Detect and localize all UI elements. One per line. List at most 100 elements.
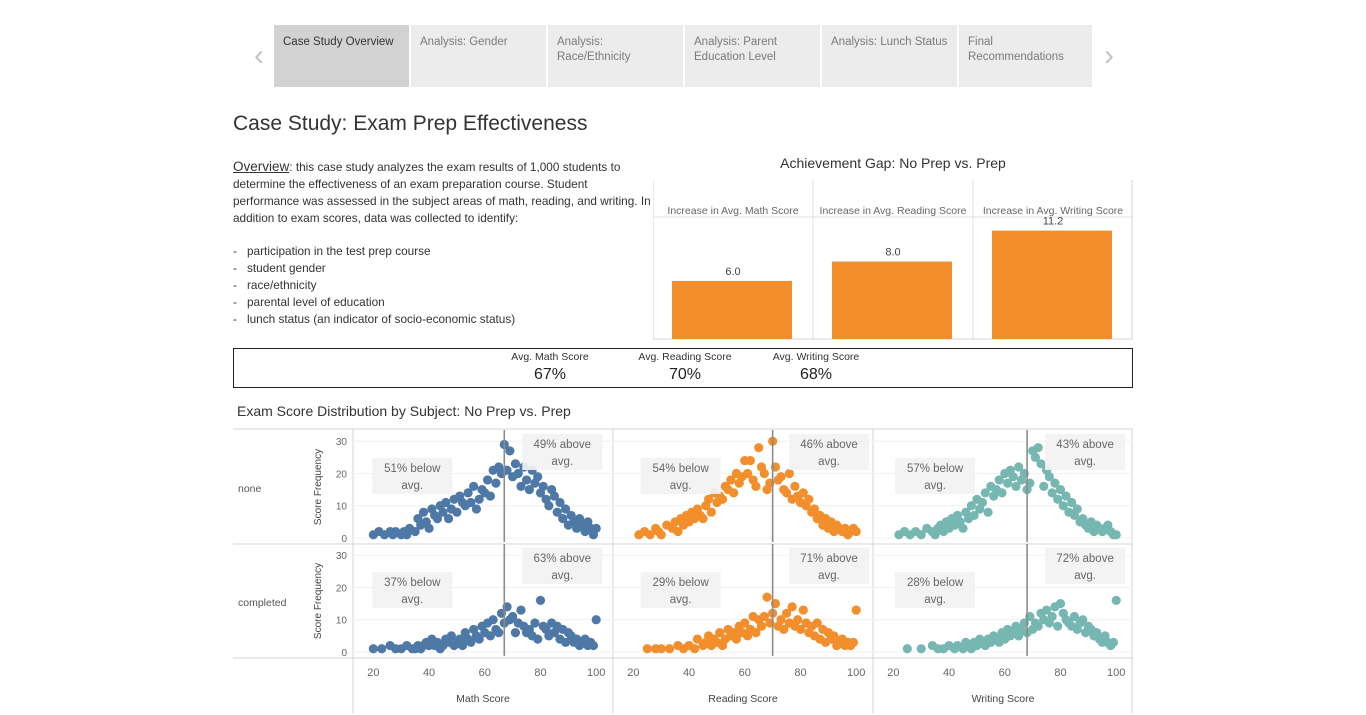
dist-data-point [673,526,683,537]
dist-data-point [703,494,714,504]
kpi-writing-label: Avg. Writing Score [772,351,860,363]
dist-y-axis-title: Score Frequency [313,449,324,525]
dist-data-point [793,615,803,625]
dist-data-point [530,618,540,628]
achievement-gap-bar-chart: Increase in Avg. Math Score 6.0 Increase i… [653,180,1133,340]
dist-data-point [505,446,515,456]
dist-data-point [726,475,736,485]
gap-chart-bar [832,261,952,339]
dist-data-point [1111,530,1121,540]
dist-data-point [410,526,420,537]
dist-data-point [1111,595,1121,605]
dist-above-avg-annotation: 63% above [534,553,592,565]
dist-data-point [457,640,468,651]
dist-above-avg-annotation: avg. [551,570,573,582]
overview-bullet: lunch status (an indicator of socio-econ… [233,311,653,328]
dist-data-point [664,644,675,654]
dist-x-tick-label: 40 [423,667,435,679]
dist-above-avg-annotation-box [789,548,869,584]
kpi-summary-box: Avg. Math Score 67% Avg. Reading Score 7… [233,348,1133,388]
dist-y-tick-label: 30 [336,437,348,448]
tab-case-study-overview[interactable]: Case Study Overview [274,25,409,87]
dist-x-tick-label: 60 [479,667,491,679]
overview-description: : this case study analyzes the exam resu… [233,160,651,225]
tab-final-recommendations[interactable]: Final Recommendations [959,25,1092,87]
chevron-left-icon: ‹ [254,39,264,72]
dist-data-point [533,472,543,482]
dist-panel-reading-none [634,436,861,540]
dist-data-point [756,621,767,631]
tab-analysis-gender[interactable]: Analysis: Gender [411,25,546,87]
dist-data-point [491,478,501,488]
dist-data-point [1069,611,1080,622]
dist-data-point [1055,485,1066,495]
dist-data-point [588,640,599,651]
dist-y-tick-label: 30 [336,551,348,562]
dist-data-point [829,631,839,641]
dist-data-point [916,644,926,654]
gap-chart-bar [672,280,792,339]
gap-chart-category-label: Increase in Avg. Math Score [667,205,798,217]
dist-x-axis-title: Math Score [456,693,510,705]
dist-data-point [1002,478,1013,488]
dist-data-point [1053,494,1063,504]
gap-chart-category-label: Increase in Avg. Writing Score [983,205,1123,217]
dist-above-avg-annotation-box [789,434,869,470]
dist-panel-math-none [368,439,601,540]
dist-data-point [508,611,518,622]
dist-data-point [471,504,482,514]
dist-below-avg-annotation-box [895,458,976,494]
dist-above-avg-annotation-box [1045,548,1126,584]
kpi-math-value: 67% [533,366,567,383]
dist-data-point [1044,472,1054,482]
dist-below-avg-annotation-box [640,572,721,608]
dist-below-avg-annotation-box [640,458,721,494]
kpi-math: Avg. Math Score 67% [505,351,595,384]
dist-data-point [994,475,1004,485]
dist-data-point [1055,599,1066,609]
dist-data-point [494,628,504,638]
dist-data-point [560,637,571,647]
dist-data-point [980,488,990,498]
dist-data-point [510,628,521,638]
dist-below-avg-annotation: avg. [401,594,423,606]
previous-story-point-button[interactable]: ‹ [245,25,273,87]
dist-data-point [779,624,789,635]
dist-data-point [466,637,476,647]
dist-data-point [740,618,750,628]
dist-data-point [552,507,562,517]
dist-data-point [474,634,484,644]
overview-bullet: race/ethnicity [233,277,653,294]
dist-data-point [958,523,968,533]
dist-data-point [645,530,655,540]
dist-data-point [656,530,666,540]
dist-below-avg-annotation: avg. [401,480,423,492]
dist-data-point [729,488,739,498]
next-story-point-button[interactable]: › [1095,25,1123,87]
tab-analysis-race-ethnicity[interactable]: Analysis: Race/Ethnicity [548,25,683,87]
dist-data-point [759,611,769,622]
dist-panel-writing-completed [902,595,1121,654]
dist-data-point [754,443,764,453]
dist-data-point [418,507,429,517]
dist-above-avg-annotation: 72% above [1056,553,1114,565]
dist-data-point [916,530,926,540]
dist-x-tick-label: 80 [534,667,546,679]
dist-data-point [776,615,786,625]
dist-data-point [1033,621,1043,631]
dist-x-tick-label: 100 [587,667,605,679]
dist-data-point [795,624,806,635]
tab-analysis-lunch-status[interactable]: Analysis: Lunch Status [822,25,957,87]
dist-data-point [482,475,493,485]
dist-y-tick-label: 0 [341,534,347,545]
dist-data-point [1061,491,1071,501]
achievement-gap-chart-title: Achievement Gap: No Prep vs. Prep [780,155,1006,171]
dist-data-point [787,602,797,612]
dist-data-point [642,644,652,654]
dist-data-point [524,485,534,495]
tab-analysis-parent-education[interactable]: Analysis: Parent Education Level [685,25,820,87]
dist-x-tick-label: 60 [999,667,1011,679]
kpi-math-label: Avg. Math Score [511,351,589,363]
dist-x-tick-label: 100 [847,667,865,679]
dist-data-point [759,468,769,479]
